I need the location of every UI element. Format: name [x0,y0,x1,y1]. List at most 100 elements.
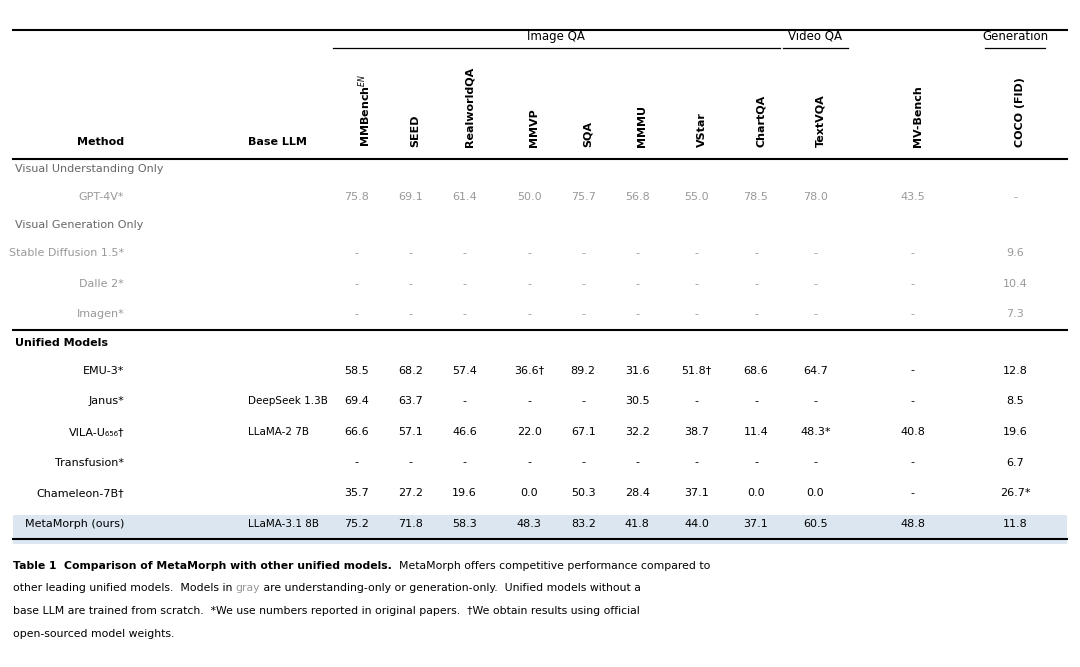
Text: 30.5: 30.5 [625,396,649,406]
Text: 40.8: 40.8 [900,427,926,437]
Text: -: - [581,248,585,258]
Text: MMVP: MMVP [529,108,539,147]
Text: -: - [462,396,467,406]
Text: 75.7: 75.7 [570,192,596,202]
Text: -: - [910,279,915,289]
Text: DeepSeek 1.3B: DeepSeek 1.3B [248,396,328,406]
Text: -: - [1013,192,1017,202]
Text: 83.2: 83.2 [570,519,596,529]
Text: 60.5: 60.5 [804,519,827,529]
Text: -: - [354,458,359,468]
Text: MMMU: MMMU [637,105,647,147]
Text: 75.2: 75.2 [343,519,369,529]
Text: Unified Models: Unified Models [15,338,108,348]
Text: -: - [527,248,531,258]
Text: -: - [694,279,699,289]
Text: Visual Generation Only: Visual Generation Only [15,220,144,230]
Text: 32.2: 32.2 [624,427,650,437]
Text: -: - [910,396,915,406]
Text: 69.4: 69.4 [343,396,369,406]
Text: Janus*: Janus* [89,396,124,406]
Text: 35.7: 35.7 [345,488,368,498]
Text: -: - [635,248,639,258]
Text: Stable Diffusion 1.5*: Stable Diffusion 1.5* [9,248,124,258]
Text: Base LLM: Base LLM [248,137,308,147]
Text: COCO (FID): COCO (FID) [1015,77,1025,147]
Text: Imagen*: Imagen* [77,309,124,319]
Text: 8.5: 8.5 [1007,396,1024,406]
Text: Table 1  Comparison of MetaMorph with other unified models.: Table 1 Comparison of MetaMorph with oth… [13,560,392,570]
Text: 57.4: 57.4 [451,366,477,376]
Text: -: - [354,279,359,289]
Text: -: - [408,248,413,258]
Text: -: - [910,366,915,376]
Text: other leading unified models.  Models in: other leading unified models. Models in [13,583,235,593]
Text: ChartQA: ChartQA [756,95,766,147]
Text: 9.6: 9.6 [1007,248,1024,258]
Text: -: - [694,458,699,468]
Text: -: - [581,279,585,289]
Text: -: - [635,309,639,319]
Text: -: - [813,279,818,289]
Text: 78.0: 78.0 [802,192,828,202]
Text: -: - [581,458,585,468]
FancyBboxPatch shape [13,515,1067,544]
Text: 41.8: 41.8 [624,519,650,529]
Text: VILA-U₆₅₆†: VILA-U₆₅₆† [69,427,124,437]
Text: 55.0: 55.0 [685,192,708,202]
Text: GPT-4V*: GPT-4V* [79,192,124,202]
Text: -: - [754,458,758,468]
Text: 64.7: 64.7 [802,366,828,376]
Text: -: - [462,458,467,468]
Text: Chameleon-7B†: Chameleon-7B† [37,488,124,498]
Text: 89.2: 89.2 [570,366,596,376]
Text: open-sourced model weights.: open-sourced model weights. [13,629,174,638]
Text: -: - [527,458,531,468]
Text: gray: gray [235,583,260,593]
Text: VStar: VStar [697,112,706,147]
Text: -: - [408,279,413,289]
Text: -: - [354,309,359,319]
Text: -: - [408,309,413,319]
Text: -: - [581,396,585,406]
Text: -: - [462,279,467,289]
Text: 63.7: 63.7 [399,396,422,406]
Text: 68.2: 68.2 [397,366,423,376]
Text: 58.5: 58.5 [345,366,368,376]
Text: 11.4: 11.4 [744,427,768,437]
Text: Dalle 2*: Dalle 2* [80,279,124,289]
Text: -: - [910,458,915,468]
Text: 37.1: 37.1 [685,488,708,498]
Text: -: - [754,396,758,406]
Text: 58.3: 58.3 [453,519,476,529]
Text: 78.5: 78.5 [743,192,769,202]
Text: -: - [813,309,818,319]
Text: 38.7: 38.7 [684,427,710,437]
Text: 0.0: 0.0 [807,488,824,498]
Text: MetaMorph offers competitive performance compared to: MetaMorph offers competitive performance… [392,560,711,570]
Text: are understanding-only or generation-only.  Unified models without a: are understanding-only or generation-onl… [260,583,642,593]
Text: -: - [635,458,639,468]
Text: MetaMorph (ours): MetaMorph (ours) [25,519,124,529]
Text: 36.6†: 36.6† [514,366,544,376]
Text: 51.8†: 51.8† [681,366,712,376]
Text: 27.2: 27.2 [397,488,423,498]
Text: 19.6: 19.6 [453,488,476,498]
Text: 48.3*: 48.3* [800,427,831,437]
Text: 10.4: 10.4 [1003,279,1027,289]
Text: LLaMA-3.1 8B: LLaMA-3.1 8B [248,519,320,529]
Text: -: - [813,396,818,406]
Text: base LLM are trained from scratch.  *We use numbers reported in original papers.: base LLM are trained from scratch. *We u… [13,606,639,616]
Text: -: - [813,248,818,258]
Text: SEED: SEED [410,114,420,147]
Text: -: - [910,309,915,319]
Text: Image QA: Image QA [527,30,585,43]
Text: 71.8: 71.8 [397,519,423,529]
Text: MV-Bench: MV-Bench [913,85,922,147]
Text: -: - [754,248,758,258]
Text: RealworldQA: RealworldQA [464,67,474,147]
Text: 0.0: 0.0 [521,488,538,498]
Text: -: - [527,309,531,319]
Text: Visual Understanding Only: Visual Understanding Only [15,164,164,174]
Text: MMBench$^{EN}$: MMBench$^{EN}$ [356,73,373,147]
